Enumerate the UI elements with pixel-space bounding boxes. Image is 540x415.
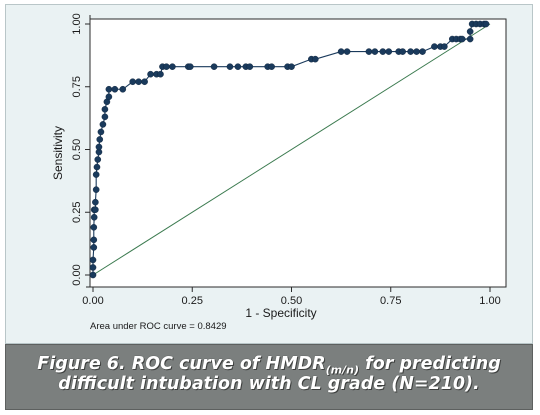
roc-point-19: [101, 113, 109, 121]
caption-line1-prefix: Figure 6. ROC curve of HMDR: [37, 354, 326, 374]
roc-point-18: [99, 121, 107, 128]
x-tick-label-1: 0.25: [182, 295, 203, 307]
roc-point-45: [288, 63, 295, 70]
roc-point-12: [93, 163, 101, 171]
roc-point-55: [399, 48, 406, 55]
plot-area: [89, 18, 507, 288]
roc-point-23: [105, 85, 113, 93]
roc-point-51: [371, 48, 379, 55]
roc-point-57: [413, 48, 420, 55]
roc-point-52: [379, 48, 387, 55]
roc-point-66: [466, 35, 474, 43]
roc-point-36: [186, 63, 194, 70]
roc-point-17: [97, 128, 105, 136]
roc-point-25: [119, 85, 127, 93]
roc-point-41: [246, 63, 254, 70]
roc-point-9: [92, 198, 99, 206]
roc-point-2: [89, 256, 97, 264]
roc-point-16: [96, 136, 104, 143]
roc-point-1: [89, 264, 97, 271]
roc-point-48: [337, 48, 345, 55]
roc-point-8: [92, 206, 99, 214]
roc-point-22: [105, 93, 113, 101]
roc-point-67: [466, 28, 474, 35]
roc-point-10: [92, 186, 100, 193]
roc-point-58: [419, 48, 426, 55]
roc-point-24: [111, 85, 119, 93]
x-tick-label-3: 0.75: [380, 295, 401, 307]
roc-point-34: [169, 63, 176, 70]
roc-point-6: [90, 213, 98, 221]
caption-text: Figure 6. ROC curve of HMDR(m/n) for pre…: [6, 345, 532, 394]
roc-point-61: [441, 43, 448, 50]
roc-point-5: [90, 224, 98, 231]
caption-line2: difficult intubation with CL grade (N=21…: [58, 374, 480, 394]
x-axis-label: 1 - Specificity: [245, 306, 316, 320]
roc-point-31: [157, 70, 164, 78]
roc-point-4: [90, 236, 98, 244]
roc-point-39: [234, 63, 242, 70]
caption-subscript: (m/n): [325, 363, 359, 377]
y-tick-label-4: 1.00: [71, 13, 83, 34]
x-tick-label-4: 1.00: [479, 295, 500, 307]
figure-frame: 0.00 0.25 0.50 0.75 1.00 0.00 0.25 0.50 0.75 1.00…: [5, 4, 533, 344]
roc-point-47: [312, 55, 319, 63]
x-tick-label-2: 0.50: [281, 295, 302, 307]
roc-point-28: [141, 78, 148, 86]
caption-line1-suffix: for predicting: [359, 354, 501, 374]
roc-point-53: [385, 48, 393, 55]
roc-point-13: [94, 156, 102, 163]
roc-point-59: [431, 43, 438, 50]
roc-point-37: [210, 63, 218, 70]
roc-point-33: [163, 63, 170, 70]
roc-point-50: [365, 48, 373, 55]
roc-point-49: [343, 48, 351, 55]
roc-point-0: [89, 271, 97, 279]
figure-caption: Figure 6. ROC curve of HMDR(m/n) for pre…: [5, 344, 533, 410]
y-axis-label: Sensitivity: [51, 126, 65, 180]
auc-annotation: Area under ROC curve = 0.8429: [90, 321, 227, 332]
x-tick-label-0: 0.00: [82, 295, 103, 307]
roc-point-27: [135, 78, 142, 86]
y-tick-label-3: 0.75: [71, 76, 83, 97]
roc-point-38: [226, 63, 234, 70]
y-tick-label-1: 0.25: [71, 202, 83, 223]
y-tick-label-0: 0.00: [71, 264, 83, 285]
roc-point-26: [129, 78, 136, 86]
y-tick-label-2: 0.50: [71, 139, 83, 160]
roc-chart: 0.00 0.25 0.50 0.75 1.00 0.00 0.25 0.50 0.75 1.00…: [51, 13, 507, 332]
roc-point-3: [90, 244, 98, 251]
roc-point-15: [95, 143, 103, 151]
roc-point-11: [92, 171, 100, 178]
reference-diagonal-line: [92, 23, 491, 276]
roc-point-65: [458, 35, 466, 43]
roc-point-20: [101, 106, 109, 113]
roc-point-29: [147, 70, 154, 78]
roc-point-43: [268, 63, 275, 70]
roc-point-72: [482, 20, 490, 28]
roc-point-56: [407, 48, 414, 55]
